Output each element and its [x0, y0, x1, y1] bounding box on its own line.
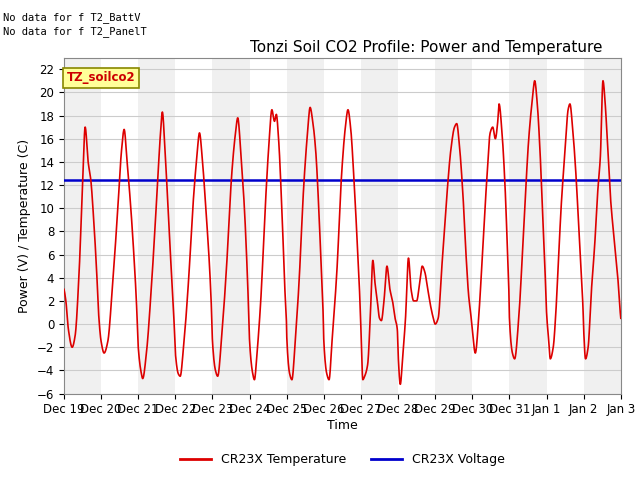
Bar — [138, 58, 175, 394]
Bar — [361, 58, 398, 394]
Text: TZ_soilco2: TZ_soilco2 — [67, 71, 136, 84]
Bar — [175, 58, 212, 394]
Bar — [250, 58, 287, 394]
Y-axis label: Power (V) / Temperature (C): Power (V) / Temperature (C) — [19, 139, 31, 312]
Bar — [547, 58, 584, 394]
Bar — [584, 58, 621, 394]
Bar — [287, 58, 324, 394]
Bar — [324, 58, 361, 394]
Bar — [472, 58, 509, 394]
Bar — [64, 58, 101, 394]
Bar — [621, 58, 640, 394]
Bar — [212, 58, 250, 394]
Text: No data for f T2_BattV: No data for f T2_BattV — [3, 12, 141, 23]
Bar — [509, 58, 547, 394]
X-axis label: Time: Time — [327, 419, 358, 432]
Title: Tonzi Soil CO2 Profile: Power and Temperature: Tonzi Soil CO2 Profile: Power and Temper… — [250, 40, 602, 55]
Bar — [101, 58, 138, 394]
Bar — [435, 58, 472, 394]
Text: No data for f T2_PanelT: No data for f T2_PanelT — [3, 26, 147, 37]
Legend: CR23X Temperature, CR23X Voltage: CR23X Temperature, CR23X Voltage — [175, 448, 510, 471]
Bar — [398, 58, 435, 394]
